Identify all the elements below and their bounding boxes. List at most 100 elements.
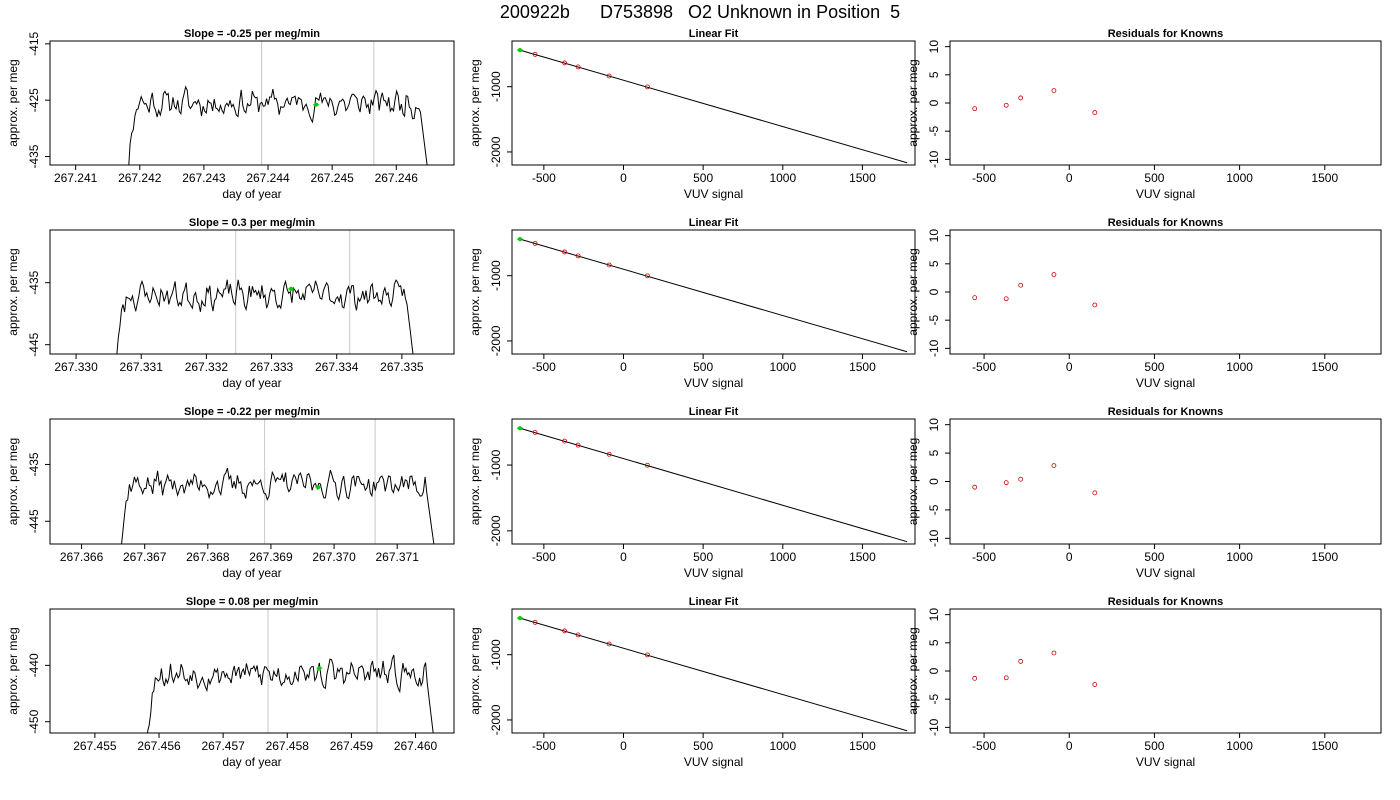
known-standard-point <box>575 442 581 448</box>
x-tick-label: 267.330 <box>54 360 98 374</box>
x-axis-label: day of year <box>222 187 281 201</box>
plot-area <box>147 654 434 733</box>
known-standard-point <box>1092 302 1098 308</box>
chart-r4-fit: Linear Fit -500 0 500 1000 1500 -1000 -2000 VUV … <box>468 596 916 769</box>
known-standard-point <box>575 253 581 259</box>
x-tick-label: 500 <box>1144 171 1164 185</box>
chart-title: Linear Fit <box>689 596 739 608</box>
y-tick-label: 10 <box>927 608 941 622</box>
x-tick-label: 1500 <box>1311 360 1338 374</box>
x-tick-label: 1500 <box>849 360 876 374</box>
chart-title: Linear Fit <box>689 406 739 418</box>
plot-area <box>116 279 414 354</box>
y-tick-label: 0 <box>927 288 941 295</box>
x-tick-label: 1500 <box>1311 171 1338 185</box>
y-tick-label: 5 <box>927 449 941 456</box>
plot-area <box>516 616 908 732</box>
plot-area <box>128 85 428 165</box>
known-standard-point <box>1051 463 1057 468</box>
y-axis-label: approx. per meg <box>906 59 920 146</box>
signal-trace <box>116 279 414 354</box>
y-axis-label: approx. per meg <box>6 438 20 525</box>
known-standard-point <box>972 675 978 681</box>
y-tick-label: -5 <box>927 126 941 137</box>
x-tick-label: 267.334 <box>315 360 359 374</box>
fit-line <box>519 49 908 164</box>
y-axis-label: approx. per meg <box>6 59 20 146</box>
plot-area <box>972 650 1098 687</box>
y-axis-label: approx. per meg <box>468 438 482 525</box>
chart-title: Residuals for Knowns <box>1108 28 1224 40</box>
y-tick-label: -445 <box>27 332 41 356</box>
x-tick-label: -500 <box>532 739 556 753</box>
known-standard-point <box>606 641 612 647</box>
chart-title: Slope = 0.08 per meg/min <box>186 596 319 608</box>
x-tick-label: 1500 <box>1311 550 1338 564</box>
known-standard-point <box>532 240 538 246</box>
x-tick-label: 1000 <box>1226 360 1253 374</box>
y-tick-label: -10 <box>927 529 941 547</box>
chart-r1-time: Slope = -0.25 per meg/min 267.241 267.242 2… <box>6 28 455 201</box>
y-axis-label: approx. per meg <box>906 627 920 714</box>
known-standard-point <box>1092 110 1098 115</box>
y-axis-label: approx. per meg <box>906 438 920 525</box>
plot-area <box>516 426 908 543</box>
x-tick-label: 1500 <box>849 171 876 185</box>
plot-area <box>972 88 1098 115</box>
x-axis-label: VUV signal <box>1136 187 1195 201</box>
figure-title: 200922b D753898 O2 Unknown in Position 5 <box>499 2 901 22</box>
x-tick-label: 267.369 <box>249 550 293 564</box>
y-tick-label: 5 <box>927 260 941 267</box>
x-axis-label: VUV signal <box>1136 376 1195 390</box>
known-standard-point <box>972 106 978 112</box>
x-tick-label: 500 <box>693 360 713 374</box>
y-axis-label: approx. per meg <box>468 59 482 146</box>
y-tick-label: 10 <box>927 229 941 243</box>
known-standard-point <box>562 60 567 66</box>
known-standard-point <box>562 249 567 255</box>
x-tick-label: 0 <box>620 550 627 564</box>
y-axis-label: approx. per meg <box>468 627 482 714</box>
plot-frame <box>949 418 1382 545</box>
known-standard-point <box>644 462 650 468</box>
y-tick-label: 5 <box>927 639 941 646</box>
y-tick-label: -5 <box>927 504 941 515</box>
y-tick-label: -2000 <box>489 136 503 167</box>
y-tick-label: -435 <box>27 144 41 168</box>
plot-frame <box>511 40 916 166</box>
known-standard-point <box>1051 88 1057 93</box>
x-tick-label: -500 <box>532 550 556 564</box>
known-standard-point <box>562 438 567 444</box>
x-tick-label: 267.367 <box>123 550 167 564</box>
known-standard-point <box>1092 490 1098 496</box>
x-tick-label: 267.458 <box>266 739 310 753</box>
known-standard-point <box>1018 659 1024 664</box>
chart-r3-res: Residuals for Knowns -500 0 500 1000 1500 10 5 0… <box>906 406 1382 580</box>
x-tick-label: 267.457 <box>201 739 245 753</box>
x-tick-label: -500 <box>972 171 996 185</box>
plot-area <box>972 272 1098 308</box>
y-tick-label: 0 <box>927 99 941 106</box>
plot-frame <box>949 40 1382 166</box>
signal-trace <box>121 467 435 544</box>
known-standard-point <box>606 73 612 79</box>
plot-frame <box>511 608 916 734</box>
chart-r3-time: Slope = -0.22 per meg/min 267.366 267.367 2… <box>6 406 455 580</box>
y-tick-label: 0 <box>927 478 941 485</box>
known-standard-point <box>532 430 538 435</box>
known-standard-point <box>1018 476 1024 482</box>
y-tick-label: -10 <box>927 150 941 168</box>
chart-title: Slope = 0.3 per meg/min <box>189 217 316 229</box>
chart-r2-fit: Linear Fit -500 0 500 1000 1500 -1000 -2000 VUV … <box>468 217 916 390</box>
x-axis-label: VUV signal <box>1136 566 1195 580</box>
plot-area <box>121 467 435 544</box>
y-tick-label: 10 <box>927 40 941 54</box>
known-standard-point <box>1003 675 1009 681</box>
chart-r2-res: Residuals for Knowns -500 0 500 1000 1500 10 5 0… <box>906 217 1382 390</box>
x-tick-label: 267.243 <box>182 171 226 185</box>
known-standard-point <box>562 628 567 634</box>
chart-r4-time: Slope = 0.08 per meg/min 267.455 267.456 26… <box>6 596 455 769</box>
plot-frame <box>49 608 455 734</box>
y-tick-label: -10 <box>927 718 941 736</box>
